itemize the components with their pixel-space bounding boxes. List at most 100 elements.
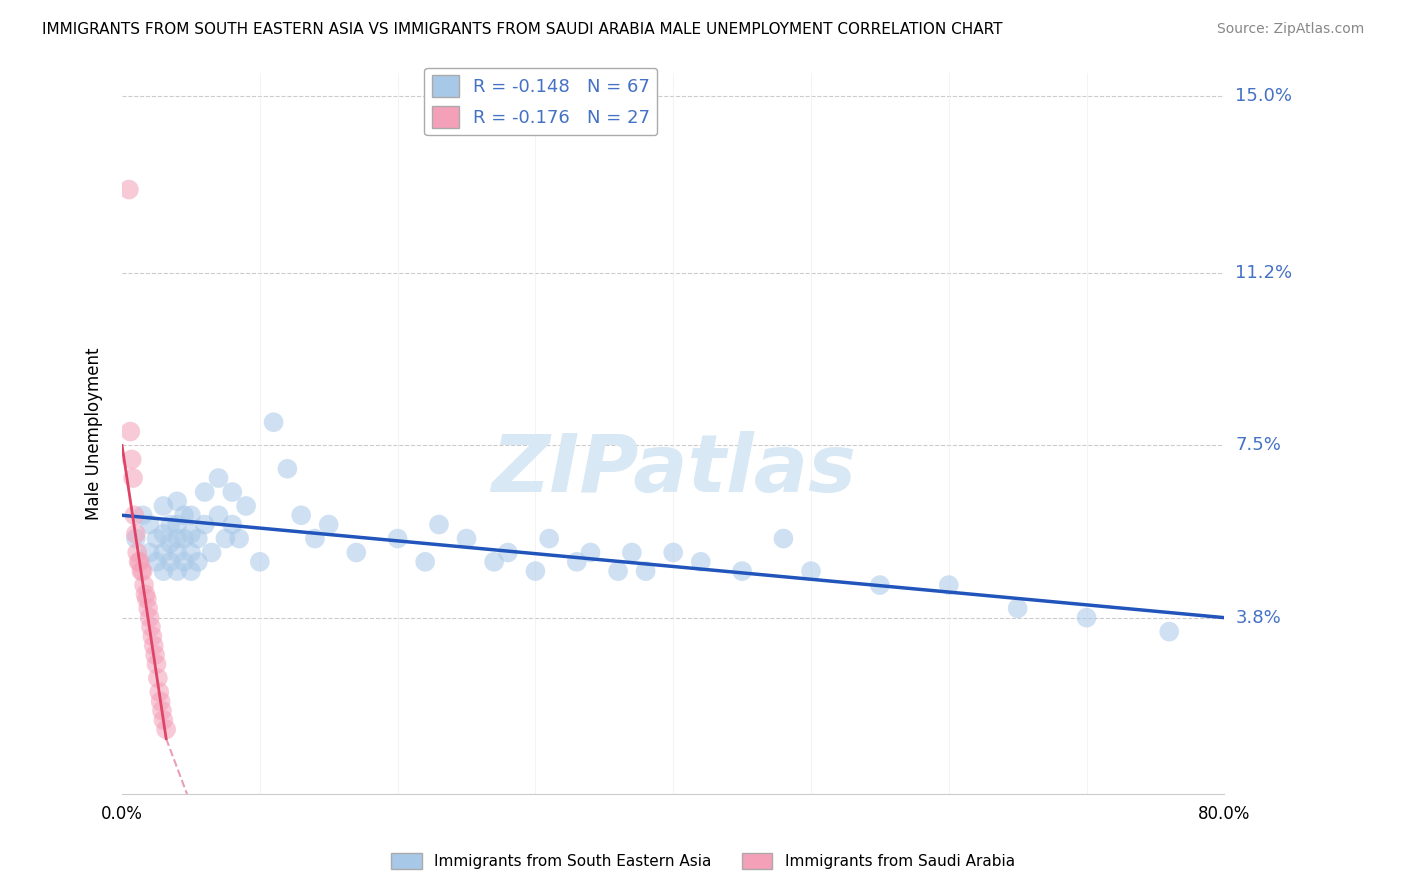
Text: 80.0%: 80.0% bbox=[1198, 805, 1250, 823]
Point bbox=[155, 723, 177, 737]
Point bbox=[207, 471, 229, 485]
Point bbox=[120, 425, 142, 439]
Point bbox=[276, 462, 298, 476]
Point bbox=[187, 532, 209, 546]
Point bbox=[772, 532, 794, 546]
Point bbox=[538, 532, 561, 546]
Point bbox=[620, 545, 643, 559]
Point bbox=[121, 452, 143, 467]
Legend: R = -0.148   N = 67, R = -0.176   N = 27: R = -0.148 N = 67, R = -0.176 N = 27 bbox=[425, 68, 658, 136]
Point bbox=[159, 517, 181, 532]
Text: 7.5%: 7.5% bbox=[1236, 436, 1281, 455]
Point bbox=[132, 508, 155, 523]
Point bbox=[221, 517, 243, 532]
Point bbox=[496, 545, 519, 559]
Point bbox=[146, 671, 169, 685]
Point bbox=[607, 564, 630, 578]
Text: ZIPatlas: ZIPatlas bbox=[491, 431, 856, 509]
Point bbox=[132, 564, 155, 578]
Point bbox=[143, 648, 166, 662]
Point bbox=[166, 564, 188, 578]
Point bbox=[125, 527, 148, 541]
Point bbox=[149, 694, 172, 708]
Point bbox=[148, 685, 170, 699]
Point bbox=[131, 564, 153, 578]
Point bbox=[180, 527, 202, 541]
Text: Source: ZipAtlas.com: Source: ZipAtlas.com bbox=[1216, 22, 1364, 37]
Point bbox=[132, 578, 155, 592]
Point bbox=[159, 536, 181, 550]
Point bbox=[180, 508, 202, 523]
Point bbox=[413, 555, 436, 569]
Point bbox=[201, 545, 224, 559]
Point bbox=[249, 555, 271, 569]
Point bbox=[145, 657, 167, 672]
Point bbox=[134, 587, 156, 601]
Point bbox=[166, 545, 188, 559]
Point bbox=[166, 494, 188, 508]
Point bbox=[228, 532, 250, 546]
Point bbox=[869, 578, 891, 592]
Point bbox=[142, 639, 165, 653]
Point bbox=[180, 545, 202, 559]
Point bbox=[387, 532, 409, 546]
Point bbox=[150, 704, 173, 718]
Point bbox=[180, 564, 202, 578]
Point bbox=[122, 471, 145, 485]
Text: 11.2%: 11.2% bbox=[1236, 264, 1292, 283]
Point bbox=[136, 601, 159, 615]
Point bbox=[482, 555, 505, 569]
Y-axis label: Male Unemployment: Male Unemployment bbox=[86, 348, 103, 520]
Point bbox=[214, 532, 236, 546]
Point bbox=[304, 532, 326, 546]
Text: 15.0%: 15.0% bbox=[1236, 87, 1292, 105]
Point bbox=[194, 517, 217, 532]
Point bbox=[152, 713, 174, 727]
Text: IMMIGRANTS FROM SOUTH EASTERN ASIA VS IMMIGRANTS FROM SAUDI ARABIA MALE UNEMPLOY: IMMIGRANTS FROM SOUTH EASTERN ASIA VS IM… bbox=[42, 22, 1002, 37]
Point bbox=[207, 508, 229, 523]
Point bbox=[938, 578, 960, 592]
Point bbox=[565, 555, 588, 569]
Point bbox=[152, 527, 174, 541]
Point bbox=[579, 545, 602, 559]
Point bbox=[187, 555, 209, 569]
Point bbox=[124, 508, 146, 523]
Point bbox=[731, 564, 754, 578]
Point bbox=[159, 555, 181, 569]
Point bbox=[318, 517, 340, 532]
Point bbox=[456, 532, 478, 546]
Point bbox=[152, 499, 174, 513]
Text: 0.0%: 0.0% bbox=[101, 805, 143, 823]
Point bbox=[689, 555, 711, 569]
Point bbox=[235, 499, 257, 513]
Point bbox=[1076, 610, 1098, 624]
Point bbox=[173, 508, 195, 523]
Point bbox=[139, 620, 162, 634]
Text: 3.8%: 3.8% bbox=[1236, 608, 1281, 627]
Point bbox=[145, 555, 167, 569]
Point bbox=[263, 415, 285, 429]
Point bbox=[800, 564, 823, 578]
Point bbox=[221, 485, 243, 500]
Point bbox=[129, 555, 152, 569]
Point bbox=[524, 564, 547, 578]
Point bbox=[138, 517, 160, 532]
Point bbox=[145, 532, 167, 546]
Legend: Immigrants from South Eastern Asia, Immigrants from Saudi Arabia: Immigrants from South Eastern Asia, Immi… bbox=[385, 847, 1021, 875]
Point bbox=[290, 508, 312, 523]
Point bbox=[127, 545, 149, 559]
Point bbox=[128, 555, 150, 569]
Point bbox=[135, 592, 157, 607]
Point bbox=[138, 545, 160, 559]
Point bbox=[1159, 624, 1181, 639]
Point bbox=[344, 545, 367, 559]
Point bbox=[194, 485, 217, 500]
Point bbox=[125, 532, 148, 546]
Point bbox=[662, 545, 685, 559]
Point bbox=[118, 183, 141, 197]
Point bbox=[141, 629, 163, 643]
Point bbox=[166, 517, 188, 532]
Point bbox=[634, 564, 657, 578]
Point bbox=[152, 564, 174, 578]
Point bbox=[152, 545, 174, 559]
